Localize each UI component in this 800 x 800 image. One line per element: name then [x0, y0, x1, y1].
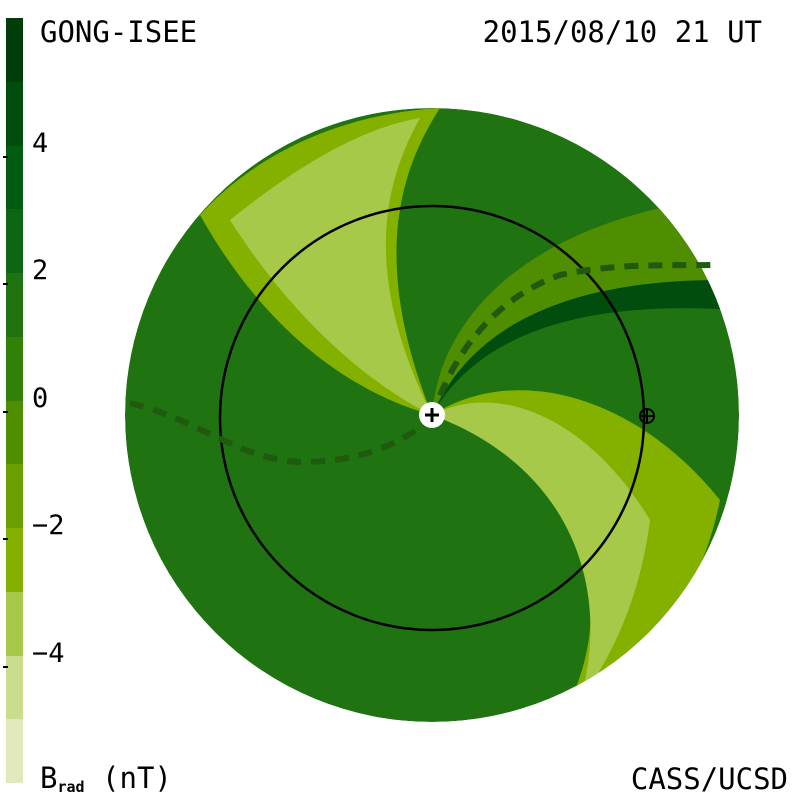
- colorbar-level: [6, 209, 23, 273]
- colorbar-label-unit: (nT): [84, 761, 172, 795]
- colorbar-tick-mark: [3, 155, 8, 158]
- positive-strong-band: [432, 280, 735, 415]
- source-title: GONG-ISEE: [40, 15, 198, 49]
- colorbar-level: [6, 591, 23, 656]
- colorbar-level: [6, 18, 23, 82]
- colorbar-level: [6, 655, 23, 720]
- colorbar-tick-mark: [3, 283, 8, 285]
- colorbar-tick-label: −2: [32, 510, 65, 541]
- credit-label: CASS/UCSD: [630, 762, 788, 796]
- earth-orbit-circle: [218, 204, 646, 632]
- colorbar-tick-label: 2: [32, 255, 49, 286]
- colorbar-tick-label: 4: [32, 127, 49, 159]
- colorbar-tick-mark: [3, 538, 8, 540]
- colorbar-tick-mark: [3, 410, 8, 413]
- current-sheet-west: [129, 400, 434, 466]
- sun-center-icon: [419, 402, 445, 428]
- colorbar-label-main: B: [40, 761, 58, 795]
- negative-sector-core: [230, 118, 432, 415]
- datetime-title: 2015/08/10 21 UT: [482, 15, 762, 49]
- colorbar-label-sub: rad: [57, 778, 85, 796]
- earth-icon: [639, 408, 655, 424]
- colorbar-level: [6, 528, 23, 592]
- colorbar-tick-label: 0: [32, 382, 49, 414]
- colorbar: [6, 18, 23, 783]
- colorbar-level: [6, 145, 23, 210]
- negative-sector-lower-core: [432, 402, 650, 700]
- colorbar-level: [6, 273, 23, 337]
- colorbar-level: [6, 400, 23, 465]
- colorbar-level: [6, 336, 23, 401]
- colorbar-tick-label: −4: [32, 637, 65, 669]
- colorbar-level: [6, 464, 23, 528]
- colorbar-level: [6, 719, 23, 783]
- colorbar-level: [6, 81, 23, 146]
- colorbar-label: Brad (nT): [40, 764, 172, 795]
- colorbar-tick-mark: [3, 665, 8, 668]
- current-sheet-east: [429, 262, 713, 419]
